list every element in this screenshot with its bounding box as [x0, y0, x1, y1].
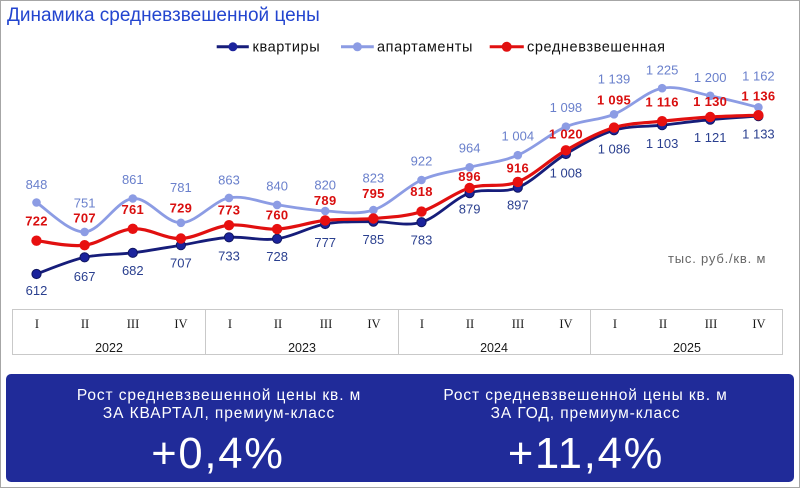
svg-text:612: 612: [26, 283, 48, 298]
svg-text:861: 861: [122, 172, 144, 187]
svg-text:707: 707: [73, 210, 96, 225]
svg-text:1 133: 1 133: [742, 127, 775, 142]
svg-text:1 098: 1 098: [550, 100, 583, 115]
svg-text:667: 667: [74, 269, 96, 284]
svg-text:1 103: 1 103: [646, 136, 679, 151]
svg-text:840: 840: [266, 179, 288, 194]
svg-text:1 130: 1 130: [693, 94, 727, 109]
svg-text:896: 896: [458, 169, 481, 184]
svg-text:879: 879: [459, 202, 481, 217]
svg-text:916: 916: [507, 161, 530, 176]
svg-text:апартаменты: апартаменты: [377, 40, 473, 56]
svg-text:897: 897: [507, 197, 529, 212]
svg-text:1 004: 1 004: [502, 129, 535, 144]
svg-text:728: 728: [266, 249, 288, 264]
svg-text:1 121: 1 121: [694, 130, 727, 145]
svg-text:760: 760: [266, 208, 289, 223]
svg-text:789: 789: [314, 193, 337, 208]
svg-text:818: 818: [410, 184, 433, 199]
svg-text:783: 783: [411, 232, 433, 247]
svg-text:1 020: 1 020: [549, 127, 583, 142]
svg-text:729: 729: [170, 200, 193, 215]
svg-text:тыс. руб./кв. м: тыс. руб./кв. м: [668, 251, 766, 266]
svg-text:922: 922: [411, 153, 433, 168]
svg-text:761: 761: [122, 202, 145, 217]
svg-text:733: 733: [218, 249, 240, 264]
svg-text:795: 795: [362, 186, 385, 201]
svg-text:820: 820: [314, 178, 336, 193]
svg-text:1 200: 1 200: [694, 70, 727, 85]
svg-text:964: 964: [459, 141, 481, 156]
svg-text:1 095: 1 095: [597, 93, 631, 108]
svg-text:781: 781: [170, 180, 192, 195]
svg-text:722: 722: [25, 214, 48, 229]
svg-text:682: 682: [122, 263, 144, 278]
svg-text:751: 751: [74, 196, 96, 211]
svg-text:1 225: 1 225: [646, 62, 679, 77]
svg-text:773: 773: [218, 202, 241, 217]
svg-text:1 139: 1 139: [598, 72, 631, 87]
svg-text:785: 785: [363, 232, 385, 247]
svg-text:823: 823: [363, 170, 385, 185]
svg-text:1 086: 1 086: [598, 142, 631, 157]
svg-text:квартиры: квартиры: [253, 40, 321, 56]
svg-text:средневзвешенная: средневзвешенная: [527, 40, 666, 56]
svg-text:1 008: 1 008: [550, 165, 583, 180]
svg-text:863: 863: [218, 173, 240, 188]
svg-text:848: 848: [26, 177, 48, 192]
svg-text:1 136: 1 136: [741, 89, 775, 104]
svg-text:1 116: 1 116: [645, 95, 678, 110]
svg-text:707: 707: [170, 255, 192, 270]
svg-text:777: 777: [314, 235, 336, 250]
svg-text:1 162: 1 162: [742, 69, 775, 84]
